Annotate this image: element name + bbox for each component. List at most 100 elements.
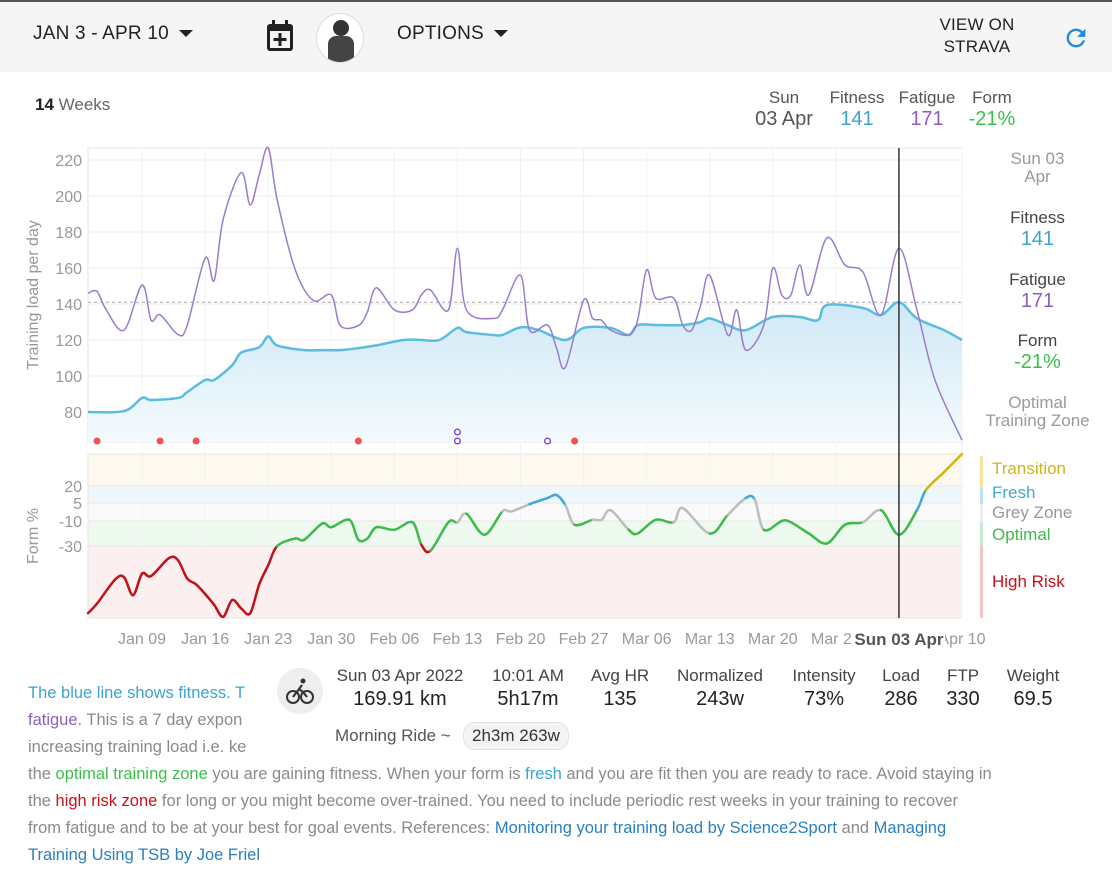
hover-date-label-bg [852, 625, 945, 651]
form-line-segment[interactable] [131, 572, 144, 597]
view-on-strava-link[interactable]: VIEW ON STRAVA [930, 14, 1024, 58]
calendar-plus-icon[interactable] [264, 19, 296, 53]
y-tick-label: 200 [55, 189, 82, 206]
hover-date-line1: Sun 03 [1010, 149, 1065, 168]
form-line-segment[interactable] [564, 504, 576, 526]
explanation-text: and you are fit then you are ready to ra… [561, 765, 992, 783]
form-line-segment[interactable] [348, 518, 360, 541]
form-line-segment[interactable] [429, 521, 450, 553]
activity-marker[interactable] [93, 437, 101, 445]
form-line-segment[interactable] [302, 522, 324, 541]
form-line-segment[interactable] [681, 506, 711, 535]
form-line-segment[interactable] [744, 494, 757, 501]
form-line-segment[interactable] [636, 518, 657, 535]
form-line-segment[interactable] [591, 518, 603, 522]
form-line-segment[interactable] [726, 496, 748, 517]
form-line-segment[interactable] [897, 508, 919, 536]
summary-day-label: Sun [768, 88, 800, 107]
activity-name[interactable]: Morning Ride ~ [335, 726, 451, 745]
form-line-segment[interactable] [393, 520, 414, 531]
form-line-segment[interactable] [86, 602, 99, 615]
explanation-text: for long or you might become over-traine… [157, 792, 959, 810]
form-line-segment[interactable] [924, 470, 946, 492]
form-line-segment[interactable] [275, 537, 297, 548]
joe-friel-link[interactable]: Training Using TSB by Joe Friel [28, 846, 261, 864]
explanation-line: Training Using TSB by Joe Friel [28, 846, 260, 865]
summary-date-value: 03 Apr [755, 108, 813, 130]
activity-distance: 169.91 km [353, 688, 447, 710]
summary-date: Sun 03 Apr [750, 88, 818, 131]
fatigue-line[interactable] [87, 146, 963, 441]
load-label: Load [882, 666, 920, 685]
options-dropdown[interactable]: OPTIONS [397, 23, 508, 45]
activity-marker[interactable] [453, 437, 461, 445]
science2sport-link[interactable]: Monitoring your training load by Science… [494, 819, 837, 837]
form-line-segment[interactable] [411, 521, 423, 546]
hover-date-label: Sun 03 Apr [854, 630, 943, 649]
form-line-segment[interactable] [483, 510, 504, 536]
hover-zone: Optimal Training Zone [965, 394, 1110, 430]
activity-start-time: 10:01 AM [492, 666, 564, 685]
form-line-segment[interactable] [257, 563, 270, 586]
form-line-segment[interactable] [825, 523, 847, 545]
avatar[interactable] [316, 13, 364, 63]
activity-marker[interactable] [543, 437, 552, 445]
cycling-icon [277, 668, 323, 714]
fresh-term: fresh [525, 765, 562, 783]
form-line-segment[interactable] [330, 518, 351, 529]
form-line-segment[interactable] [609, 508, 630, 531]
form-line-segment[interactable] [510, 502, 531, 513]
activity-marker[interactable] [453, 428, 461, 436]
activity-date: Sun 03 Apr 2022 [336, 666, 464, 685]
y-tick-label: 120 [55, 333, 82, 350]
x-tick-label: Mar 20 [748, 631, 798, 648]
explanation-line: the high risk zone for long or you might… [28, 792, 958, 811]
hover-fitness-value: 141 [1020, 228, 1055, 250]
y-axis-label-form: Form % [25, 508, 42, 564]
training-load-chart[interactable]: 80 100 120 140 160 180 200 220 205-10 -30 Jan 09 Ja… [0, 0, 1112, 660]
activity-marker[interactable] [192, 437, 200, 445]
zone-fresh [88, 486, 962, 503]
activity-card[interactable]: Sun 03 Apr 2022 169.91 km 10:01 AM 5h17m A… [270, 660, 1080, 760]
date-range-label: JAN 3 - APR 10 [33, 23, 169, 44]
form-line-segment[interactable] [861, 508, 883, 524]
interval-chip[interactable]: 2h3m 263w [463, 722, 569, 750]
joe-friel-link[interactable]: Managing [873, 819, 947, 837]
x-tick-label: Jan 23 [244, 631, 292, 648]
x-tick-label: Jan 30 [307, 631, 355, 648]
form-line-segment[interactable] [708, 513, 729, 535]
form-line-segment[interactable] [375, 525, 396, 532]
form-line-segment[interactable] [753, 498, 766, 531]
view-on-label: VIEW ON [939, 15, 1015, 34]
form-line-segment[interactable] [266, 544, 279, 567]
form-line-segment[interactable] [789, 521, 811, 535]
explanation-line: the optimal training zone you are gainin… [28, 765, 992, 784]
activity-marker[interactable] [354, 437, 362, 445]
date-range-dropdown[interactable]: JAN 3 - APR 10 [33, 23, 193, 45]
form-line-segment[interactable] [528, 496, 549, 506]
form-line-segment[interactable] [672, 506, 684, 524]
form-line-segment[interactable] [942, 452, 964, 474]
activity-intensity: Intensity 73% [784, 666, 864, 711]
form-line-segment[interactable] [176, 559, 189, 580]
form-line-segment[interactable] [465, 512, 486, 536]
explanation-line: fatigue. This is a 7 day expon [28, 711, 242, 730]
summary-form: Form -21% [962, 88, 1022, 131]
form-line-segment[interactable] [573, 518, 594, 527]
activity-duration: 5h17m [497, 688, 559, 710]
form-line-segment[interactable] [149, 556, 171, 578]
form-line-segment[interactable] [915, 488, 928, 512]
form-line-segment[interactable] [95, 578, 117, 605]
hover-fatigue: Fatigue 171 [965, 270, 1110, 313]
form-line-segment[interactable] [762, 519, 784, 532]
form-line-segment[interactable] [879, 508, 901, 536]
explanation-text: from fatigue and to be at your best for … [28, 819, 495, 837]
activity-marker[interactable] [156, 437, 164, 445]
form-line-segment[interactable] [807, 532, 829, 545]
fitness-line[interactable] [87, 300, 963, 414]
form-line-segment[interactable] [843, 521, 865, 526]
form-line-segment[interactable] [248, 583, 261, 615]
form-line-segment[interactable] [555, 493, 567, 507]
activity-marker[interactable] [571, 437, 579, 445]
summary-fatigue: Fatigue 171 [894, 88, 960, 131]
